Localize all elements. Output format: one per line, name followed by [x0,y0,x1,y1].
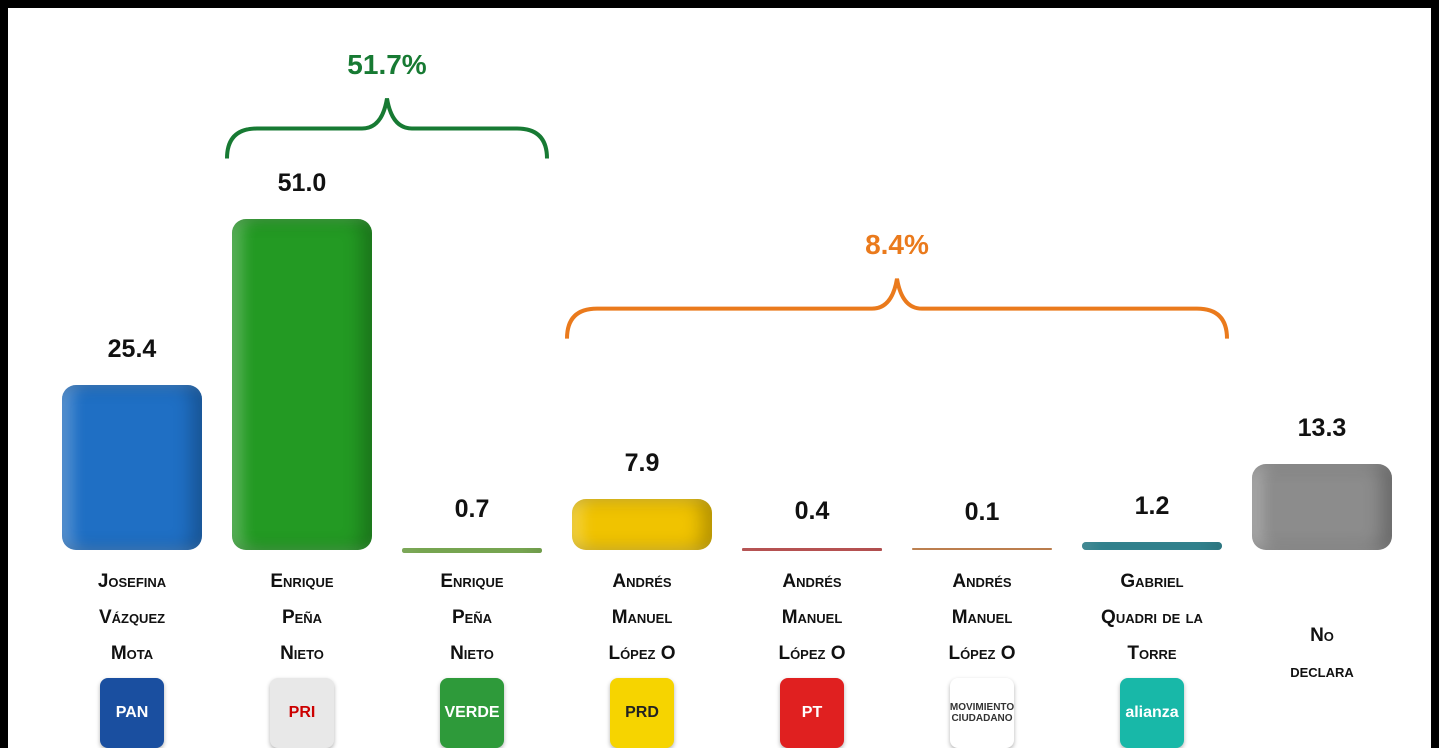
value-label: 7.9 [624,448,660,477]
bar [912,548,1052,550]
value-label: 13.3 [1297,413,1347,442]
party-logo: PT [780,678,844,748]
annotation-layer [225,98,1229,339]
category-label: Gabriel Quadri de la Torre [1101,571,1203,664]
bar [232,218,372,550]
category-label: Enrique Peña Nieto [270,571,334,664]
party-logo: VERDE [440,678,504,748]
party-logo: alianza [1120,678,1184,748]
category-label: Enrique Peña Nieto [440,571,504,664]
category-label: Andrés Manuel López O [948,571,1016,664]
party-logo: PAN [100,678,164,748]
value-label: 1.2 [1134,492,1170,521]
bar [62,384,202,550]
value-label: 0.4 [794,497,830,526]
party-logo: PRI [270,678,334,748]
category-label: Andrés Manuel López O [778,571,846,664]
value-label: 0.7 [454,495,490,524]
value-label: 0.1 [964,498,1000,526]
value-label: 51.0 [277,168,327,197]
bracket [225,98,549,159]
category-label: Josefina Vázquez Mota [97,571,167,664]
bar [402,548,542,553]
category-label: No declara [1290,625,1354,682]
bar [1082,542,1222,550]
bracket [565,278,1229,339]
value-label: 25.4 [107,334,157,363]
annotation: 51.7% [347,48,427,80]
party-logo: PRD [610,678,674,748]
bar [1252,463,1392,550]
annotation: 8.4% [865,228,929,260]
category-label: Andrés Manuel López O [608,571,676,664]
party-logo: MOVIMIENTO CIUDADANO [950,678,1014,748]
bar [742,548,882,551]
bar [572,498,712,550]
